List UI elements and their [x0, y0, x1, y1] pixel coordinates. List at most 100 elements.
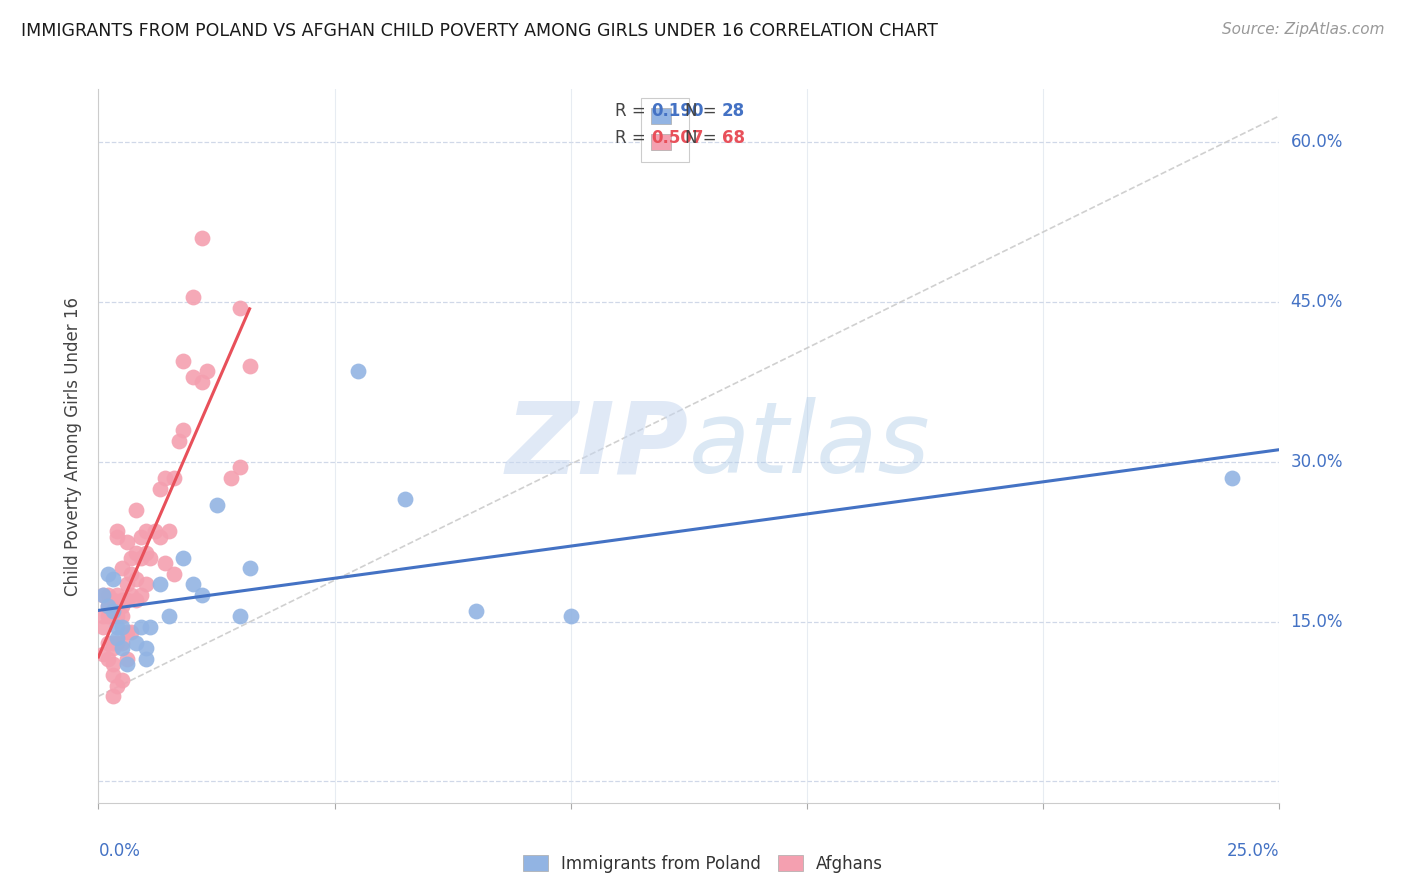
Point: [115, 652, 138, 666]
Point: [101, 593, 124, 607]
Point: [97, 636, 120, 650]
Point: [129, 620, 152, 634]
Point: [101, 657, 124, 672]
Text: R =: R =: [616, 103, 651, 120]
Point: [125, 593, 148, 607]
Point: [139, 550, 162, 565]
Text: R =: R =: [616, 129, 651, 147]
Point: [91, 588, 114, 602]
Point: [191, 231, 214, 245]
Point: [97, 609, 120, 624]
Point: [560, 609, 582, 624]
Point: [101, 636, 124, 650]
Point: [125, 545, 148, 559]
Point: [121, 588, 143, 602]
Point: [97, 652, 120, 666]
Point: [125, 503, 148, 517]
Point: [97, 599, 120, 613]
Point: [111, 641, 134, 656]
Point: [153, 471, 176, 485]
Point: [101, 609, 124, 624]
Point: [121, 625, 143, 640]
Text: ZIP: ZIP: [506, 398, 689, 494]
Point: [135, 641, 157, 656]
Point: [101, 572, 124, 586]
Text: 45.0%: 45.0%: [1291, 293, 1343, 311]
Point: [219, 471, 242, 485]
Y-axis label: Child Poverty Among Girls Under 16: Child Poverty Among Girls Under 16: [65, 296, 83, 596]
Point: [115, 657, 138, 672]
Point: [195, 364, 218, 378]
Point: [111, 636, 134, 650]
Point: [105, 631, 128, 645]
Point: [105, 609, 128, 624]
Point: [91, 609, 114, 624]
Point: [172, 353, 194, 368]
Text: 0.0%: 0.0%: [98, 842, 141, 860]
Text: IMMIGRANTS FROM POLAND VS AFGHAN CHILD POVERTY AMONG GIRLS UNDER 16 CORRELATION : IMMIGRANTS FROM POLAND VS AFGHAN CHILD P…: [21, 22, 938, 40]
Text: 0.507: 0.507: [651, 129, 704, 147]
Point: [91, 620, 114, 634]
Point: [105, 524, 128, 539]
Point: [115, 593, 138, 607]
Point: [394, 492, 416, 507]
Point: [135, 652, 157, 666]
Point: [111, 593, 134, 607]
Legend: Immigrants from Poland, Afghans: Immigrants from Poland, Afghans: [516, 848, 890, 880]
Text: 68: 68: [721, 129, 745, 147]
Text: Source: ZipAtlas.com: Source: ZipAtlas.com: [1222, 22, 1385, 37]
Point: [101, 690, 124, 704]
Point: [125, 572, 148, 586]
Point: [163, 566, 186, 581]
Text: 30.0%: 30.0%: [1291, 453, 1343, 471]
Point: [172, 550, 194, 565]
Text: 15.0%: 15.0%: [1291, 613, 1343, 631]
Point: [149, 482, 172, 496]
Text: 28: 28: [721, 103, 745, 120]
Point: [129, 529, 152, 543]
Point: [229, 301, 252, 315]
Point: [153, 556, 176, 570]
Point: [121, 566, 143, 581]
Point: [229, 460, 252, 475]
Point: [111, 599, 134, 613]
Point: [105, 588, 128, 602]
Point: [105, 636, 128, 650]
Point: [121, 550, 143, 565]
Text: atlas: atlas: [689, 398, 931, 494]
Point: [97, 599, 120, 613]
Text: N =: N =: [685, 103, 721, 120]
Text: N =: N =: [685, 129, 721, 147]
Point: [239, 561, 262, 575]
Point: [191, 588, 214, 602]
Point: [129, 588, 152, 602]
Point: [105, 529, 128, 543]
Point: [181, 290, 204, 304]
Point: [229, 609, 252, 624]
Point: [111, 561, 134, 575]
Point: [129, 550, 152, 565]
Point: [115, 534, 138, 549]
Point: [143, 524, 166, 539]
Point: [135, 524, 157, 539]
Point: [167, 434, 190, 448]
Text: 25.0%: 25.0%: [1227, 842, 1279, 860]
Point: [125, 636, 148, 650]
Point: [105, 679, 128, 693]
Point: [101, 641, 124, 656]
Point: [465, 604, 488, 618]
Point: [105, 620, 128, 634]
Point: [157, 609, 180, 624]
Point: [149, 529, 172, 543]
Text: 0.190: 0.190: [651, 103, 704, 120]
Point: [135, 577, 157, 591]
Point: [135, 545, 157, 559]
Point: [115, 625, 138, 640]
Point: [1220, 471, 1243, 485]
Point: [239, 359, 262, 373]
Point: [111, 620, 134, 634]
Point: [181, 369, 204, 384]
Point: [181, 577, 204, 591]
Point: [163, 471, 186, 485]
Point: [91, 647, 114, 661]
